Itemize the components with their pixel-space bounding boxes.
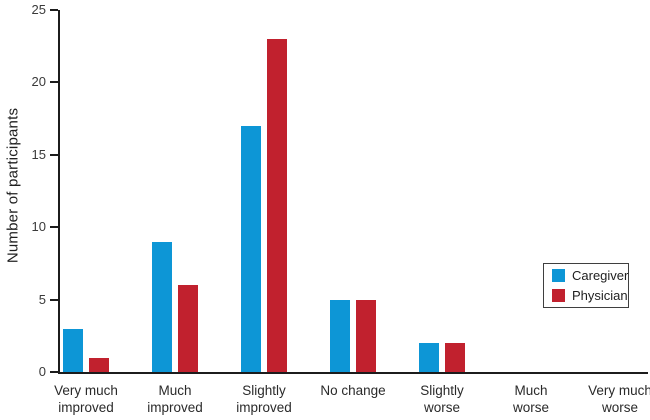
y-tick-label-20: 20 bbox=[31, 74, 46, 90]
category-label-line: improved bbox=[147, 400, 203, 415]
category-label-line: Very much bbox=[54, 383, 118, 398]
category-label-0: Very much improved bbox=[38, 382, 134, 416]
legend: Caregiver Physician bbox=[543, 263, 629, 308]
y-tick-label-5: 5 bbox=[38, 291, 46, 307]
category-label-line: No change bbox=[320, 383, 386, 398]
y-tick-label-15: 15 bbox=[31, 146, 46, 162]
y-tick-mark-5 bbox=[50, 298, 58, 301]
category-label-line: Much bbox=[158, 383, 192, 398]
bar-physician-0 bbox=[89, 357, 109, 372]
bar-physician-3 bbox=[356, 299, 376, 372]
category-label-6: Very much worse bbox=[572, 382, 650, 416]
legend-label-caregiver: Caregiver bbox=[572, 268, 629, 283]
y-tick-mark-15 bbox=[50, 153, 58, 156]
legend-label-physician: Physician bbox=[572, 288, 628, 303]
legend-item-physician: Physician bbox=[552, 288, 628, 303]
y-tick-label-0: 0 bbox=[38, 364, 46, 379]
bar-caregiver-1 bbox=[152, 241, 172, 372]
category-label-line: worse bbox=[423, 400, 460, 415]
bar-physician-1 bbox=[178, 285, 198, 372]
y-tick-mark-20 bbox=[50, 81, 58, 84]
bar-caregiver-4 bbox=[419, 343, 439, 372]
category-label-4: Slightly worse bbox=[394, 382, 490, 416]
bar-physician-4 bbox=[445, 343, 465, 372]
category-label-5: Much worse bbox=[483, 382, 579, 416]
category-label-line: Slightly bbox=[242, 383, 286, 398]
y-axis-label: Number of participants bbox=[4, 107, 22, 264]
category-label-line: Much bbox=[514, 383, 548, 398]
physician-swatch bbox=[552, 289, 565, 302]
y-tick-mark-25 bbox=[50, 9, 58, 11]
bar-physician-2 bbox=[267, 38, 287, 372]
category-label-line: improved bbox=[58, 400, 114, 415]
x-axis-line bbox=[58, 372, 648, 374]
category-label-3: No change bbox=[305, 382, 401, 399]
category-label-line: worse bbox=[512, 400, 549, 415]
bar-caregiver-2 bbox=[241, 125, 261, 372]
caregiver-swatch bbox=[552, 269, 565, 282]
bar-caregiver-0 bbox=[63, 328, 83, 372]
category-label-line: Very much bbox=[588, 383, 650, 398]
category-label-line: worse bbox=[601, 400, 638, 415]
category-label-line: Slightly bbox=[420, 383, 464, 398]
category-label-line: improved bbox=[236, 400, 292, 415]
category-label-1: Much improved bbox=[127, 382, 223, 416]
category-label-2: Slightly improved bbox=[216, 382, 312, 416]
y-tick-label-25: 25 bbox=[31, 2, 46, 17]
y-tick-label-10: 10 bbox=[31, 219, 46, 235]
y-tick-mark-10 bbox=[50, 226, 58, 229]
y-axis-line bbox=[58, 10, 60, 374]
bar-caregiver-3 bbox=[330, 299, 350, 372]
legend-item-caregiver: Caregiver bbox=[552, 268, 628, 283]
y-tick-mark-0 bbox=[50, 371, 58, 373]
